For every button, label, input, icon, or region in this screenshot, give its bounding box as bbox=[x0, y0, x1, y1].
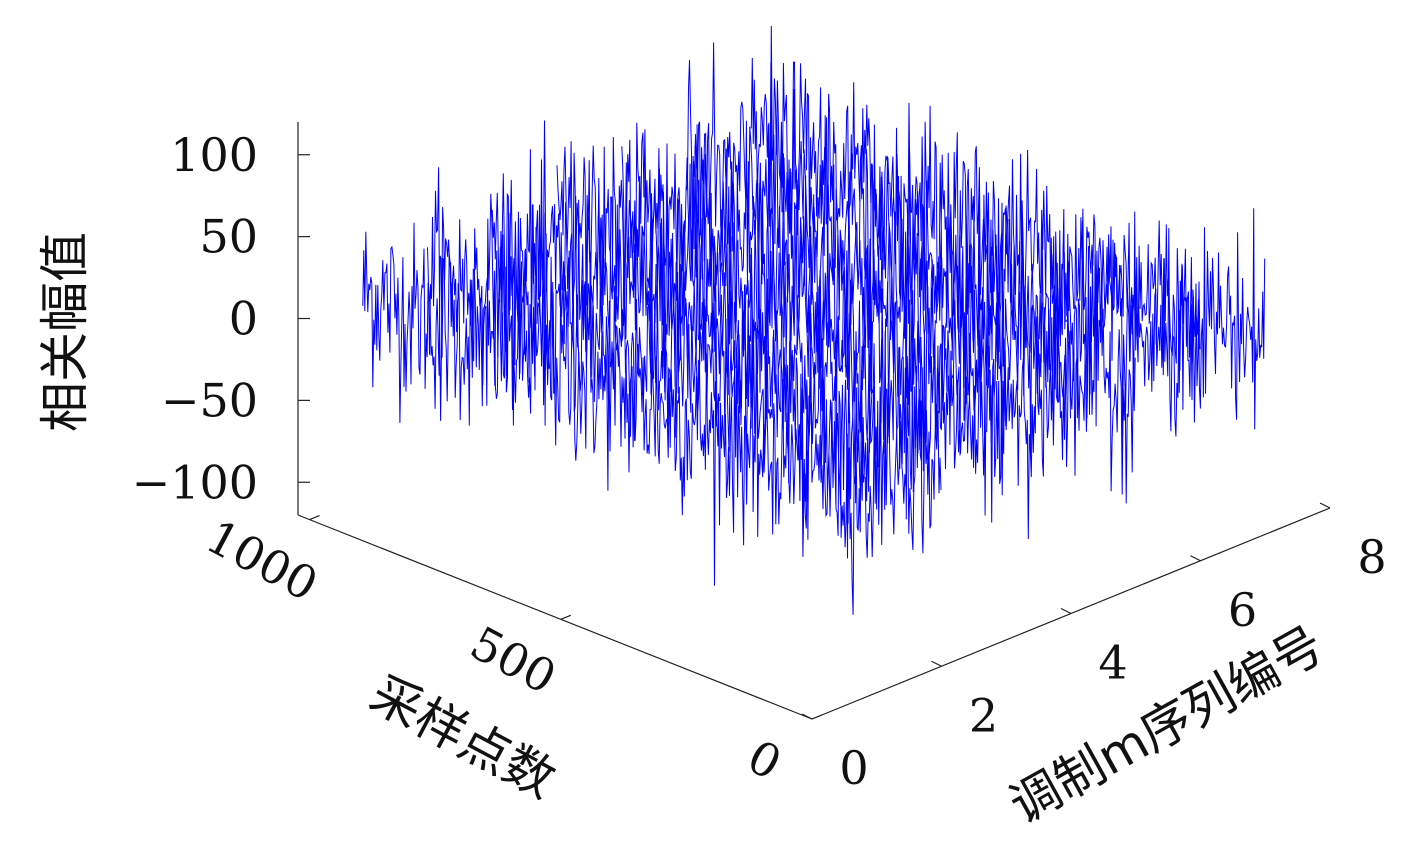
series-line bbox=[427, 167, 942, 559]
y-tick-mark bbox=[801, 713, 813, 720]
series-line bbox=[362, 222, 877, 615]
x-tick-mark bbox=[560, 614, 572, 620]
y-tick-label: 6 bbox=[1228, 583, 1257, 637]
x-axis-line bbox=[297, 514, 813, 720]
series-line bbox=[750, 25, 1266, 430]
y-axis-title: 调制m序列编号 bbox=[1000, 615, 1333, 835]
series-line bbox=[686, 42, 1201, 438]
z-tick-label: −50 bbox=[161, 373, 258, 427]
y-tick-mark bbox=[1319, 502, 1331, 509]
y-tick-mark bbox=[1060, 607, 1072, 615]
z-tick-label: 0 bbox=[229, 292, 258, 346]
y-tick-label: 2 bbox=[969, 688, 998, 742]
z-tick-label: 50 bbox=[199, 210, 258, 264]
z-tick-label: 100 bbox=[170, 128, 258, 182]
z-axis-title: 相关幅值 bbox=[36, 232, 94, 432]
y-tick-label: 4 bbox=[1098, 636, 1127, 690]
y-tick-mark bbox=[1190, 555, 1201, 562]
z-tick-label: −100 bbox=[132, 455, 258, 509]
x-tick-mark bbox=[811, 714, 823, 720]
x-tick-label: 500 bbox=[462, 616, 565, 705]
y-tick-mark bbox=[931, 660, 942, 667]
series-line bbox=[556, 136, 1071, 540]
x-tick-label: 0 bbox=[739, 729, 790, 790]
series-group bbox=[362, 25, 1266, 615]
x-tick-mark bbox=[309, 515, 320, 521]
y-tick-label: 0 bbox=[839, 741, 868, 795]
x-tick-label: 1000 bbox=[198, 509, 327, 612]
y-tick-label: 8 bbox=[1357, 530, 1386, 584]
